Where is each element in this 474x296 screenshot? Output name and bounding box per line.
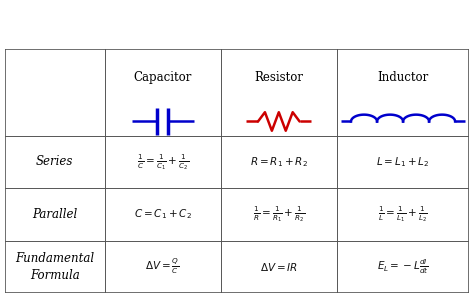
Text: $\frac{1}{L}=\frac{1}{L_1}+\frac{1}{L_2}$: $\frac{1}{L}=\frac{1}{L_1}+\frac{1}{L_2}…: [378, 205, 428, 224]
Text: $E_L=-L\frac{dI}{dt}$: $E_L=-L\frac{dI}{dt}$: [377, 258, 429, 276]
Text: $\frac{1}{C}=\frac{1}{C_1}+\frac{1}{C_2}$: $\frac{1}{C}=\frac{1}{C_1}+\frac{1}{C_2}…: [137, 152, 189, 172]
Text: $\Delta V=\frac{Q}{C}$: $\Delta V=\frac{Q}{C}$: [146, 257, 180, 276]
Text: Inductor: Inductor: [377, 71, 428, 84]
Text: Series: Series: [36, 155, 73, 168]
Text: Capacitor: Capacitor: [134, 71, 192, 84]
Text: $R=R_1+R_2$: $R=R_1+R_2$: [250, 155, 308, 169]
Text: $C=C_1+C_2$: $C=C_1+C_2$: [134, 207, 191, 221]
Text: $\frac{1}{R}=\frac{1}{R_1}+\frac{1}{R_2}$: $\frac{1}{R}=\frac{1}{R_1}+\frac{1}{R_2}…: [253, 205, 305, 224]
Text: Parallel and Series - Formulas: Parallel and Series - Formulas: [67, 12, 407, 34]
Text: $L=L_1+L_2$: $L=L_1+L_2$: [376, 155, 430, 169]
Text: Resistor: Resistor: [255, 71, 303, 84]
Text: Parallel: Parallel: [32, 208, 77, 221]
Text: Fundamental
Formula: Fundamental Formula: [15, 252, 94, 282]
Text: $\Delta V=IR$: $\Delta V=IR$: [260, 261, 298, 273]
